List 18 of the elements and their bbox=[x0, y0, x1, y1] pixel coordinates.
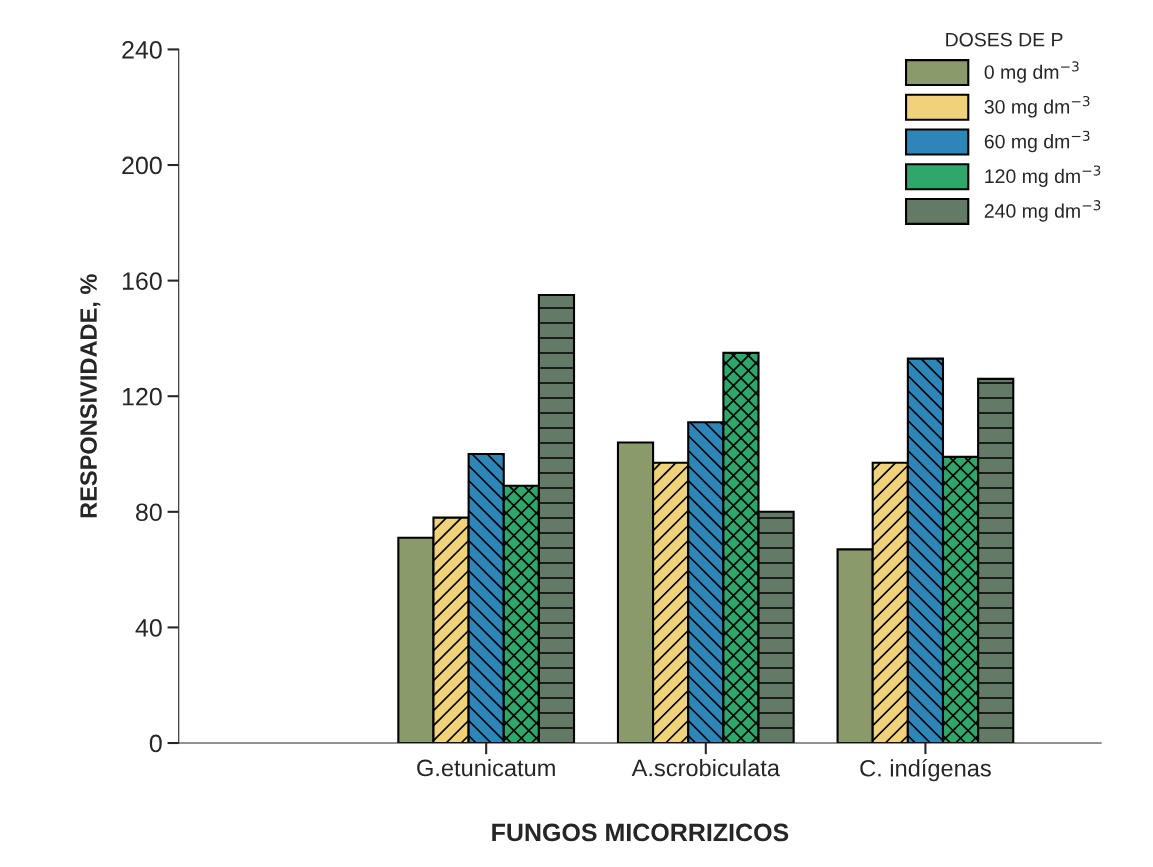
legend-label: 60 mg dm$^{−3}$ bbox=[984, 130, 1090, 153]
legend-label: 0 mg dm$^{−3}$ bbox=[984, 61, 1079, 83]
y-tick-label: 240 bbox=[122, 41, 162, 59]
y-tick-label: 40 bbox=[135, 619, 162, 637]
y-tick-label: 120 bbox=[122, 387, 162, 406]
legend-title: DOSES DE P bbox=[946, 32, 1063, 47]
x-tick-label: A.scrobiculata bbox=[631, 758, 780, 777]
y-tick-label: 160 bbox=[122, 272, 162, 290]
y-tick-label: 80 bbox=[136, 503, 162, 522]
y-tick-label: 200 bbox=[122, 156, 162, 175]
x-tick-label: C. indígenas bbox=[860, 758, 991, 782]
y-axis-title: RESPONSIVIDADE, % bbox=[80, 274, 101, 518]
legend-label: 240 mg dm$^{−3}$ bbox=[984, 200, 1101, 222]
x-tick-label: G.etunicatum bbox=[417, 758, 555, 777]
legend-label: 30 mg dm$^{−3}$ bbox=[984, 95, 1090, 118]
legend-label: 120 mg dm$^{−3}$ bbox=[985, 165, 1101, 187]
x-axis-title: FUNGOS MICORRIZICOS bbox=[492, 823, 789, 842]
y-tick-label: 0 bbox=[149, 734, 162, 753]
